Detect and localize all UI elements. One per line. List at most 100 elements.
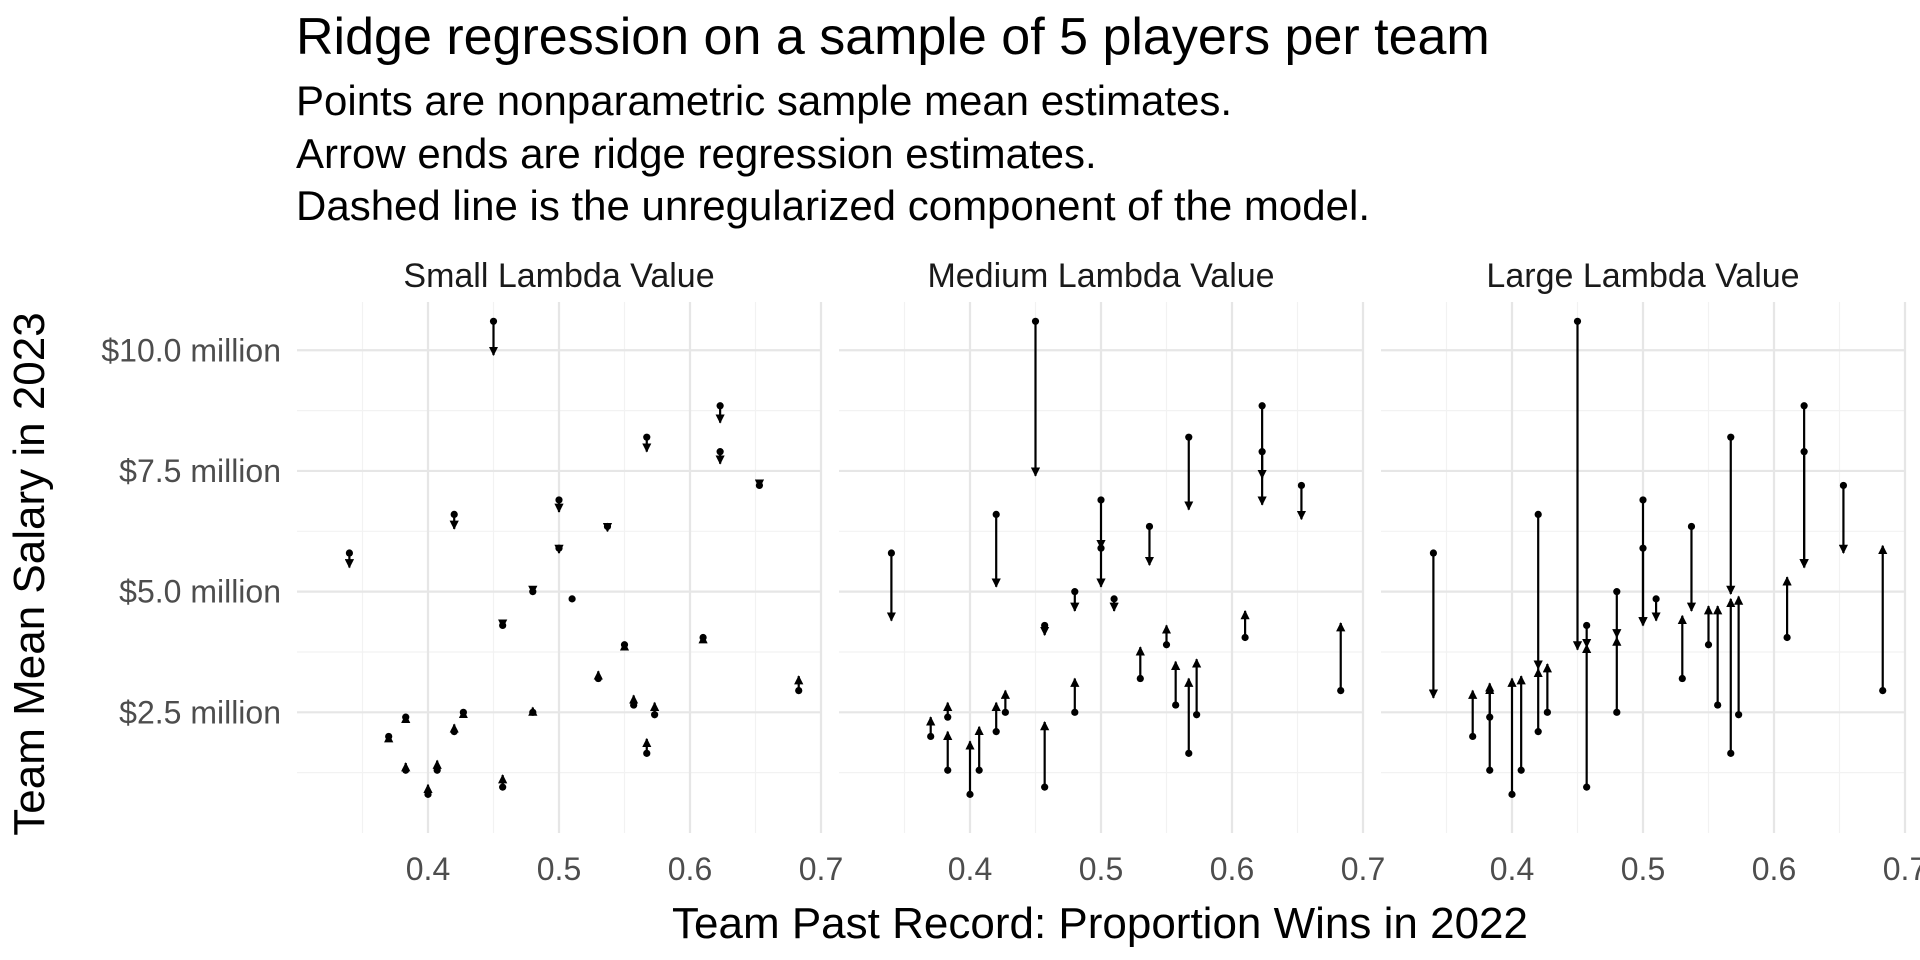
facet-panels: Small Lambda Value 0.4 0.5 0.6 0.7 Medium Lam… bbox=[297, 257, 1920, 887]
x-tick-label: 0.6 bbox=[1752, 851, 1796, 887]
sample-mean-point bbox=[887, 549, 896, 557]
sample-mean-point bbox=[1613, 588, 1621, 596]
x-tick-label: 0.5 bbox=[537, 851, 581, 887]
panel-3-label: Large Lambda Value bbox=[1486, 257, 1799, 295]
chart-subtitle-line-1: Points are nonparametric sample mean est… bbox=[296, 77, 1232, 124]
sample-mean-point bbox=[1534, 728, 1542, 736]
sample-mean-point bbox=[1879, 686, 1887, 695]
y-axis-title: Team Mean Salary in 2023 bbox=[5, 312, 54, 835]
sample-mean-point bbox=[555, 496, 563, 504]
sample-mean-point bbox=[1583, 783, 1591, 791]
sample-mean-point bbox=[529, 708, 537, 716]
sample-mean-point bbox=[402, 713, 410, 721]
sample-mean-point bbox=[1185, 749, 1193, 757]
sample-mean-point bbox=[1613, 708, 1621, 716]
sample-mean-point bbox=[1429, 549, 1437, 557]
sample-mean-point bbox=[699, 633, 707, 642]
sample-mean-point bbox=[1145, 522, 1154, 531]
sample-mean-point bbox=[1727, 749, 1735, 757]
sample-mean-point bbox=[1639, 544, 1647, 552]
sample-mean-point bbox=[1486, 766, 1494, 774]
panel-3: Large Lambda Value 0.4 0.5 0.6 0.7 bbox=[1381, 257, 1920, 887]
x-tick-label: 0.4 bbox=[948, 851, 992, 887]
x-axis-title: Team Past Record: Proportion Wins in 202… bbox=[672, 899, 1528, 948]
sample-mean-point bbox=[402, 766, 410, 774]
sample-mean-point bbox=[944, 713, 952, 721]
sample-mean-point bbox=[992, 510, 1000, 518]
sample-mean-point bbox=[1652, 595, 1660, 603]
chart-title: Ridge regression on a sample of 5 player… bbox=[296, 8, 1490, 66]
sample-mean-point bbox=[1031, 317, 1040, 325]
sample-mean-point bbox=[1517, 766, 1525, 774]
sample-mean-point bbox=[529, 588, 537, 596]
sample-mean-point bbox=[459, 708, 467, 716]
x-tick-label: 0.7 bbox=[1883, 851, 1920, 887]
sample-mean-point bbox=[966, 790, 974, 798]
x-tick-label: 0.4 bbox=[406, 851, 450, 887]
sample-mean-point bbox=[620, 641, 629, 649]
x-tick-label: 0.6 bbox=[668, 851, 712, 887]
sample-mean-point bbox=[944, 766, 952, 774]
sample-mean-point bbox=[1071, 588, 1079, 596]
sample-mean-point bbox=[975, 766, 983, 774]
sample-mean-point bbox=[1678, 674, 1686, 683]
sample-mean-point bbox=[1136, 674, 1144, 683]
sample-mean-point bbox=[992, 728, 1000, 736]
x-tick-label: 0.4 bbox=[1490, 851, 1534, 887]
sample-mean-point bbox=[1800, 448, 1808, 456]
x-tick-label: 0.6 bbox=[1210, 851, 1254, 887]
y-tick-label: $5.0 million bbox=[119, 574, 281, 610]
sample-mean-point bbox=[1193, 711, 1201, 719]
sample-mean-point bbox=[594, 674, 602, 683]
sample-mean-point bbox=[450, 728, 458, 736]
sample-mean-point bbox=[630, 701, 638, 709]
sample-mean-point bbox=[603, 522, 612, 531]
sample-mean-point bbox=[1172, 701, 1180, 709]
chart-subtitle-line-2: Arrow ends are ridge regression estimate… bbox=[296, 130, 1097, 177]
sample-mean-point bbox=[1001, 708, 1009, 716]
sample-mean-point bbox=[499, 621, 507, 630]
sample-mean-point bbox=[385, 732, 393, 741]
sample-mean-point bbox=[1534, 510, 1542, 518]
x-tick-label: 0.7 bbox=[799, 851, 843, 887]
sample-mean-point bbox=[345, 549, 353, 557]
sample-mean-point bbox=[568, 595, 576, 603]
sample-mean-point bbox=[1714, 701, 1722, 709]
sample-mean-point bbox=[1041, 783, 1049, 791]
sample-mean-point bbox=[1241, 633, 1249, 642]
y-tick-label: $7.5 million bbox=[119, 453, 281, 489]
sample-mean-point bbox=[643, 749, 651, 757]
sample-mean-point bbox=[1839, 481, 1848, 490]
panel-1-label: Small Lambda Value bbox=[403, 257, 714, 295]
sample-mean-point bbox=[1297, 481, 1306, 490]
sample-mean-point bbox=[1687, 522, 1696, 531]
sample-mean-point bbox=[1735, 711, 1743, 719]
sample-mean-point bbox=[1800, 402, 1808, 410]
sample-mean-point bbox=[489, 317, 498, 325]
sample-mean-point bbox=[499, 783, 507, 791]
sample-mean-point bbox=[1185, 433, 1193, 441]
chart-subtitle-line-3: Dashed line is the unregularized compone… bbox=[296, 182, 1370, 229]
sample-mean-point bbox=[643, 433, 651, 441]
sample-mean-point bbox=[1704, 641, 1713, 649]
panel-2-label: Medium Lambda Value bbox=[927, 257, 1274, 295]
sample-mean-point bbox=[1543, 708, 1551, 716]
sample-mean-point bbox=[1071, 708, 1079, 716]
sample-mean-point bbox=[1258, 402, 1266, 410]
sample-mean-point bbox=[433, 766, 441, 774]
sample-mean-point bbox=[755, 481, 764, 490]
sample-mean-point bbox=[1110, 595, 1118, 603]
sample-mean-point bbox=[450, 510, 458, 518]
sample-mean-point bbox=[651, 711, 659, 719]
sample-mean-point bbox=[1097, 496, 1105, 504]
sample-mean-point bbox=[1508, 790, 1516, 798]
sample-mean-point bbox=[1469, 732, 1477, 741]
x-tick-label: 0.5 bbox=[1079, 851, 1123, 887]
panel-1: Small Lambda Value 0.4 0.5 0.6 0.7 bbox=[297, 257, 843, 887]
sample-mean-point bbox=[795, 686, 803, 695]
sample-mean-point bbox=[1783, 633, 1791, 642]
sample-mean-point bbox=[1583, 621, 1591, 630]
sample-mean-point bbox=[1258, 448, 1266, 456]
sample-mean-point bbox=[716, 402, 724, 410]
